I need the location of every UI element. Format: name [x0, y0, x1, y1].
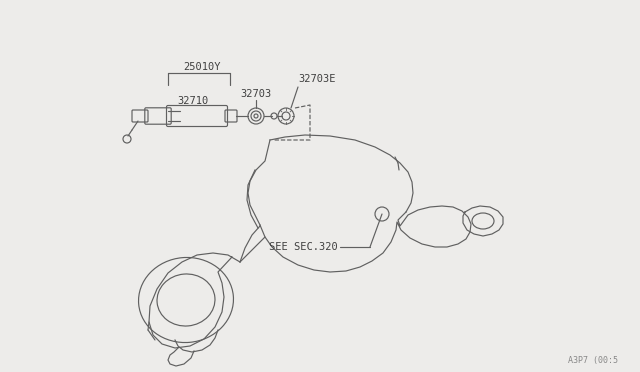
Text: A3P7 (00:5: A3P7 (00:5 [568, 356, 618, 365]
Circle shape [271, 113, 277, 119]
Circle shape [282, 112, 290, 120]
Circle shape [248, 108, 264, 124]
Text: 32710: 32710 [177, 96, 208, 106]
Text: 32703E: 32703E [298, 74, 335, 84]
Circle shape [278, 108, 294, 124]
Circle shape [251, 111, 261, 121]
Text: 32703: 32703 [240, 89, 271, 99]
Text: SEE SEC.320: SEE SEC.320 [269, 242, 338, 252]
Text: 25010Y: 25010Y [183, 62, 221, 72]
